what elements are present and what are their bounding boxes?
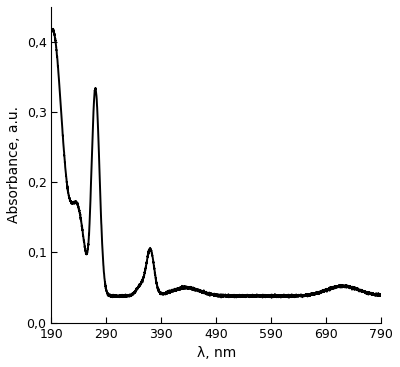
Y-axis label: Absorbance, a.u.: Absorbance, a.u.: [7, 106, 21, 223]
X-axis label: λ, nm: λ, nm: [197, 346, 236, 360]
